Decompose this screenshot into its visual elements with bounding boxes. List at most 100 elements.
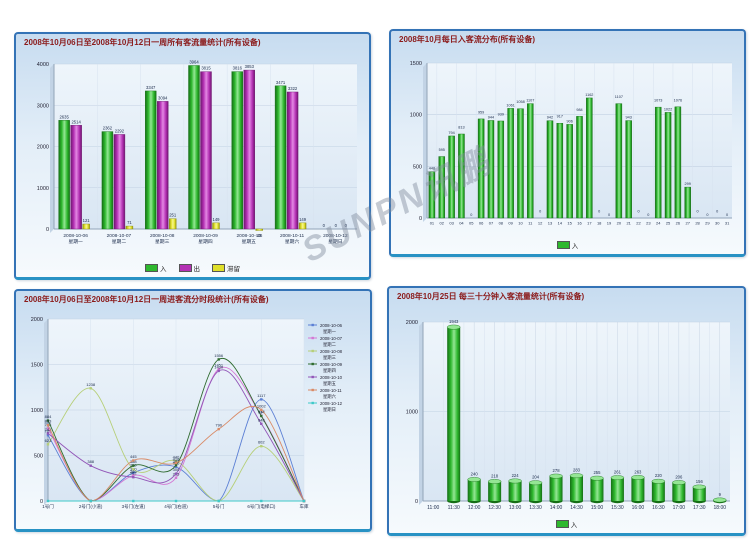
svg-text:17: 17	[587, 221, 592, 226]
svg-text:206: 206	[675, 474, 683, 479]
chart-title-weekly-gate-flow: 2008年10月06日至2008年10月12日一周进客流分时段统计(所有设备)	[24, 295, 269, 304]
svg-text:20: 20	[617, 221, 622, 226]
svg-text:2008-10-10: 2008-10-10	[320, 375, 343, 380]
svg-text:06: 06	[479, 221, 484, 226]
svg-text:251: 251	[169, 213, 177, 218]
svg-text:4号门(右道): 4号门(右道)	[164, 503, 188, 510]
svg-text:星期四: 星期四	[198, 239, 213, 245]
svg-text:15:00: 15:00	[591, 505, 604, 511]
svg-text:3816: 3816	[233, 66, 243, 71]
svg-text:944: 944	[488, 115, 494, 119]
svg-text:602: 602	[258, 440, 265, 445]
svg-text:0: 0	[598, 210, 600, 214]
svg-text:2008-10-07: 2008-10-07	[320, 336, 343, 341]
svg-text:218: 218	[491, 473, 499, 478]
svg-text:星期六: 星期六	[285, 238, 300, 245]
svg-text:939: 939	[498, 112, 504, 116]
svg-text:12:00: 12:00	[468, 505, 481, 511]
svg-text:2000: 2000	[37, 145, 49, 151]
svg-text:24: 24	[656, 221, 661, 226]
svg-text:07: 07	[489, 221, 494, 226]
svg-text:星期二: 星期二	[112, 239, 127, 245]
svg-text:星期日: 星期日	[323, 407, 336, 413]
svg-text:1000: 1000	[410, 113, 422, 119]
svg-text:224: 224	[512, 473, 520, 478]
svg-text:星期五: 星期五	[242, 239, 257, 245]
svg-text:278: 278	[553, 468, 561, 473]
chart-title-weekly-all-flow: 2008年10月06日至2008年10月12日一周所有客流量统计(所有设备)	[24, 38, 261, 47]
svg-text:3471: 3471	[276, 80, 286, 85]
svg-text:2008-10-07: 2008-10-07	[107, 233, 132, 239]
svg-text:418: 418	[173, 457, 180, 462]
svg-text:790: 790	[215, 423, 222, 428]
svg-text:12: 12	[538, 221, 543, 226]
chart-canvas-weekly-all-flow: 0 1000 2000 3000 4000 2635 2514 121 2008-10-06 星期…	[18, 52, 367, 275]
svg-text:299: 299	[685, 182, 691, 186]
svg-text:16:00: 16:00	[632, 505, 645, 511]
svg-text:1162: 1162	[585, 93, 593, 97]
svg-text:0: 0	[415, 499, 418, 505]
panel-weekly-gate-flow: 2008年10月06日至2008年10月12日一周进客流分时段统计(所有设备) …	[14, 289, 372, 532]
svg-text:0: 0	[345, 223, 348, 228]
svg-text:743: 743	[45, 427, 52, 432]
svg-text:723: 723	[45, 429, 52, 434]
svg-text:11:30: 11:30	[448, 505, 460, 511]
svg-text:3000: 3000	[37, 103, 49, 109]
svg-text:0: 0	[608, 213, 610, 217]
svg-text:31: 31	[725, 221, 730, 226]
svg-text:263: 263	[634, 469, 642, 474]
svg-text:0: 0	[46, 227, 49, 233]
svg-text:星期二: 星期二	[323, 342, 337, 348]
svg-text:392: 392	[173, 459, 180, 464]
svg-text:2008-10-08: 2008-10-08	[150, 233, 175, 239]
svg-text:2008-10-11: 2008-10-11	[280, 233, 305, 239]
chart-svg: 01000200030004000263525141212008-10-06星期…	[37, 59, 357, 245]
svg-text:2362: 2362	[103, 126, 113, 131]
chart-title-halfhour-in-flow: 2008年10月25日 每三十分钟入客流量统计(所有设备)	[397, 292, 585, 301]
svg-text:15:30: 15:30	[611, 505, 624, 511]
svg-text:14:30: 14:30	[570, 505, 583, 511]
svg-text:2号门(小道): 2号门(小道)	[79, 503, 103, 510]
svg-text:884: 884	[45, 414, 52, 419]
svg-text:2008-10-10: 2008-10-10	[237, 233, 262, 239]
svg-text:917: 917	[557, 115, 563, 119]
svg-text:03: 03	[449, 221, 454, 226]
svg-text:17:30: 17:30	[693, 505, 706, 511]
svg-text:1107: 1107	[615, 95, 623, 99]
svg-text:14: 14	[558, 221, 563, 226]
svg-text:13:30: 13:30	[529, 505, 542, 511]
svg-text:01: 01	[430, 221, 435, 226]
svg-text:0: 0	[323, 223, 326, 228]
svg-text:星期日: 星期日	[328, 239, 342, 245]
svg-text:906: 906	[566, 119, 572, 123]
svg-text:16:30: 16:30	[652, 505, 665, 511]
svg-text:388: 388	[87, 459, 94, 464]
svg-text:0: 0	[647, 213, 649, 217]
svg-text:3853: 3853	[245, 64, 255, 69]
chart-svg: 0 1000 2000 11:00 1943 11:30 240 12:00 218 12:30 2…	[406, 319, 730, 511]
svg-text:1430: 1430	[214, 364, 224, 369]
svg-text:984: 984	[576, 108, 582, 112]
svg-text:16: 16	[577, 221, 582, 226]
svg-text:71: 71	[127, 220, 132, 225]
svg-text:1号门: 1号门	[42, 503, 54, 510]
svg-text:149: 149	[213, 217, 221, 222]
svg-text:942: 942	[547, 116, 553, 120]
svg-text:1000: 1000	[31, 408, 43, 414]
svg-text:1022: 1022	[664, 107, 672, 111]
svg-text:0: 0	[716, 210, 718, 214]
svg-text:959: 959	[478, 110, 484, 114]
svg-text:3347: 3347	[146, 85, 156, 90]
svg-text:448: 448	[429, 167, 435, 171]
svg-text:2008-10-12: 2008-10-12	[323, 233, 348, 239]
panel-halfhour-in-flow: 2008年10月25日 每三十分钟入客流量统计(所有设备) 0 1000 2000 1…	[387, 286, 746, 536]
svg-text:440: 440	[173, 455, 180, 460]
svg-text:1117: 1117	[257, 393, 266, 398]
svg-text:204: 204	[532, 475, 540, 480]
svg-text:445: 445	[130, 454, 137, 459]
svg-text:2008-10-09: 2008-10-09	[320, 362, 343, 367]
panel-weekly-all-flow: 2008年10月06日至2008年10月12日一周所有客流量统计(所有设备) 0…	[14, 32, 371, 280]
chart-canvas-daily-in-flow: 0 500 1000 1500 448 01 595 02 794 03 813 04 0 05 959 06…	[393, 49, 742, 252]
svg-text:149: 149	[299, 217, 307, 222]
svg-text:02: 02	[440, 221, 445, 226]
